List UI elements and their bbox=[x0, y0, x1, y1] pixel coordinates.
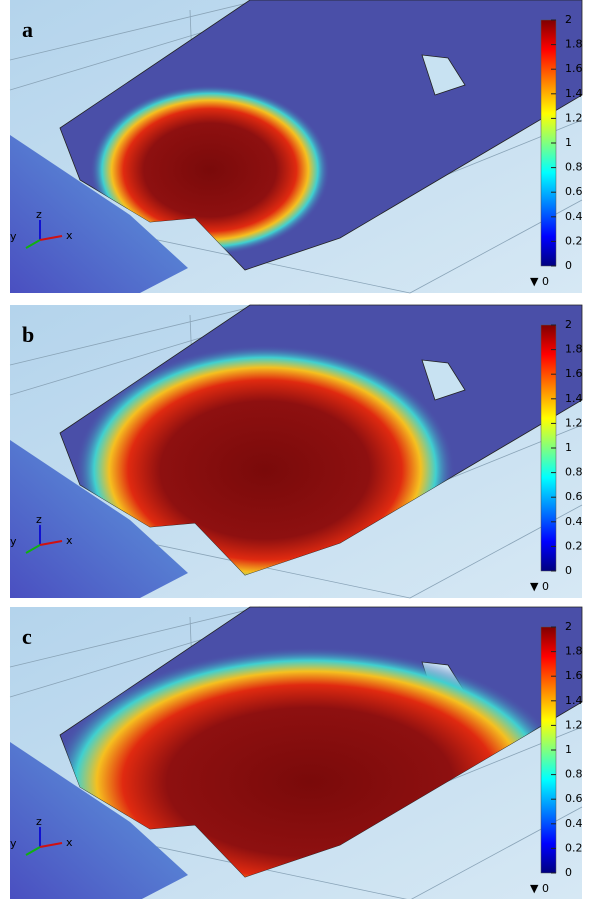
axis-label: y bbox=[10, 837, 17, 850]
colorbar-tick-label: 1.6 bbox=[565, 669, 583, 682]
panel: b z x y 0 0.2 0.4 0.6 0.8 1 1.2 1.4 1.6 1.8 2 ▼ 0 bbox=[10, 305, 583, 598]
axis-label: x bbox=[66, 534, 73, 547]
colorbar-tick-label: 1.8 bbox=[565, 645, 583, 658]
axis-label: z bbox=[36, 208, 42, 221]
colorbar-tick-label: 1.8 bbox=[565, 38, 583, 51]
panel: a z x y 0 0.2 0.4 0.6 0.8 1 1.2 1.4 1.6 1.8 2 ▼ 0 bbox=[10, 0, 583, 293]
figure: a z x y 0 0.2 0.4 0.6 0.8 1 1.2 1.4 1.6 1.8 2 ▼ 0 b z x y 0 0… bbox=[0, 0, 590, 899]
colorbar-tick-label: 1.8 bbox=[565, 343, 583, 356]
colorbar-tick-label: 0.6 bbox=[565, 792, 583, 805]
colorbar-tick-label: 0.8 bbox=[565, 466, 583, 479]
colorbar-tick-label: 2 bbox=[565, 620, 572, 633]
colorbar-min-marker: ▼ 0 bbox=[530, 580, 549, 593]
colorbar-tick-label: 1.4 bbox=[565, 392, 583, 405]
colorbar-tick-label: 0.8 bbox=[565, 161, 583, 174]
colorbar-tick-label: 1.4 bbox=[565, 694, 583, 707]
colorbar-tick-label: 2 bbox=[565, 13, 572, 26]
colorbar-tick-label: 1.2 bbox=[565, 718, 583, 731]
colorbar-tick-label: 0.4 bbox=[565, 210, 583, 223]
axis-label: y bbox=[10, 535, 17, 548]
colorbar-tick-label: 0.8 bbox=[565, 768, 583, 781]
colorbar-tick-label: 1 bbox=[565, 441, 572, 454]
colorbar-tick-label: 0.6 bbox=[565, 185, 583, 198]
colorbar-tick-label: 0.4 bbox=[565, 515, 583, 528]
axis-label: z bbox=[36, 513, 42, 526]
panel: c z x y 0 0.2 0.4 0.6 0.8 1 1.2 1.4 1.6 1.8 2 ▼ 0 bbox=[10, 607, 583, 899]
axis-label: x bbox=[66, 836, 73, 849]
colorbar-tick-label: 1 bbox=[565, 136, 572, 149]
panel-label: b bbox=[22, 322, 34, 347]
colorbar-tick-label: 2 bbox=[565, 318, 572, 331]
colorbar-tick-label: 0 bbox=[565, 259, 572, 272]
colorbar-tick-label: 1.6 bbox=[565, 367, 583, 380]
colorbar-tick-label: 0.4 bbox=[565, 817, 583, 830]
panel-label: a bbox=[22, 17, 33, 42]
colorbar-tick-label: 1 bbox=[565, 743, 572, 756]
colorbar-tick-label: 0.2 bbox=[565, 841, 583, 854]
colorbar-tick-label: 0.2 bbox=[565, 539, 583, 552]
colorbar-tick-label: 1.4 bbox=[565, 87, 583, 100]
colorbar-min-marker: ▼ 0 bbox=[530, 275, 549, 288]
colorbar-tick-label: 0 bbox=[565, 564, 572, 577]
panel-label: c bbox=[22, 624, 32, 649]
axis-label: y bbox=[10, 230, 17, 243]
colorbar-tick-label: 1.6 bbox=[565, 62, 583, 75]
colorbar-min-marker: ▼ 0 bbox=[530, 882, 549, 895]
axis-label: z bbox=[36, 815, 42, 828]
axis-label: x bbox=[66, 229, 73, 242]
colorbar-tick-label: 0.2 bbox=[565, 234, 583, 247]
colorbar-tick-label: 1.2 bbox=[565, 416, 583, 429]
colorbar-tick-label: 0 bbox=[565, 866, 572, 879]
colorbar-tick-label: 1.2 bbox=[565, 111, 583, 124]
colorbar-tick-label: 0.6 bbox=[565, 490, 583, 503]
